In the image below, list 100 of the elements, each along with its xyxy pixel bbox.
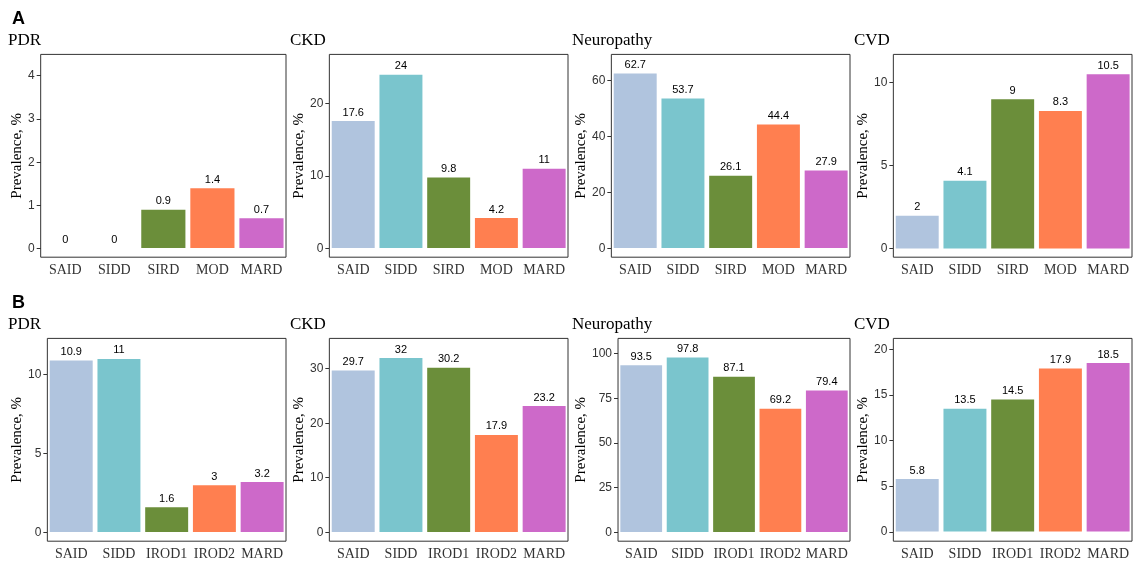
bar: [190, 188, 235, 249]
bar: [474, 218, 518, 249]
y-tick-label: 2: [27, 154, 35, 169]
bar: [97, 358, 141, 533]
data-label: 4.2: [488, 202, 505, 215]
y-tick-label: 100: [591, 345, 613, 360]
bar: [192, 485, 236, 533]
x-tick-label: MOD: [196, 262, 229, 278]
data-label: 93.5: [630, 349, 652, 362]
bar: [145, 507, 189, 533]
y-tick-label: 0: [27, 240, 35, 255]
y-tick-label: 75: [598, 390, 613, 405]
chart-title: CVD: [854, 313, 890, 333]
x-tick-label: MARD: [1087, 546, 1130, 562]
x-tick-label: SAID: [336, 262, 370, 278]
bar: [943, 408, 987, 532]
data-label: 1.4: [204, 172, 221, 185]
data-label: 97.8: [676, 342, 699, 355]
data-label: 9.8: [441, 162, 457, 175]
bar: [1086, 74, 1130, 249]
x-tick-label: MARD: [523, 262, 566, 278]
bar: [620, 365, 663, 532]
bar: [427, 367, 471, 532]
bar: [427, 177, 471, 249]
y-tick-label: 0: [880, 524, 888, 539]
data-label: 11: [538, 153, 550, 166]
x-tick-label: SIDD: [384, 546, 418, 562]
x-tick-label: MARD: [805, 546, 848, 562]
y-tick-label: 0: [34, 524, 42, 539]
x-tick-label: SAID: [48, 262, 82, 278]
x-tick-label: MARD: [241, 546, 284, 562]
y-axis-title: Prevalence, %: [571, 112, 588, 199]
x-tick-label: IROD2: [1039, 546, 1082, 562]
data-label: 11: [113, 343, 125, 356]
x-tick-label: IROD1: [146, 546, 188, 562]
data-label: 17.6: [342, 105, 364, 118]
bar: [474, 434, 518, 532]
data-label: 79.4: [816, 374, 838, 387]
chart-title: Neuropathy: [572, 29, 653, 49]
x-tick-label: MOD: [762, 262, 795, 278]
data-label: 0.7: [253, 202, 270, 215]
x-tick-label: SIDD: [102, 546, 136, 562]
y-tick-label: 20: [309, 95, 324, 110]
data-label: 17.9: [1049, 353, 1072, 366]
data-label: 24: [394, 59, 408, 72]
chart-title: Neuropathy: [572, 313, 653, 333]
bar: [713, 376, 755, 532]
y-axis-title: Prevalence, %: [571, 396, 588, 483]
x-tick-label: SAID: [900, 546, 934, 562]
y-tick-label: 50: [598, 435, 613, 450]
y-tick-label: 3: [27, 111, 35, 126]
y-tick-label: 60: [591, 73, 606, 88]
x-tick-label: MARD: [240, 262, 283, 278]
bar: [943, 180, 987, 249]
y-axis-title: Prevalence, %: [853, 112, 870, 199]
y-tick-label: 0: [605, 524, 613, 539]
bar: [991, 399, 1035, 532]
data-label: 23.2: [533, 390, 555, 403]
data-label: 0: [62, 233, 69, 246]
chart-title: PDR: [8, 29, 42, 49]
bar: [240, 482, 284, 533]
bar: [331, 121, 375, 249]
bar: [1038, 368, 1082, 532]
y-axis-title: Prevalence, %: [289, 396, 306, 483]
bar: [1086, 363, 1130, 532]
x-tick-label: SIRD: [996, 262, 1029, 278]
bar: [522, 406, 566, 532]
x-tick-label: SAID: [624, 546, 658, 562]
y-tick-label: 10: [873, 74, 888, 89]
x-tick-label: MARD: [805, 262, 848, 278]
bar: [991, 99, 1035, 249]
data-label: 62.7: [624, 57, 646, 70]
y-axis-title: Prevalence, %: [853, 396, 870, 483]
data-label: 27.9: [815, 155, 837, 168]
x-tick-label: IROD2: [759, 546, 802, 562]
bar: [895, 215, 939, 249]
data-label: 10.5: [1097, 58, 1119, 71]
x-tick-label: SAID: [618, 262, 652, 278]
y-tick-label: 15: [873, 387, 888, 402]
data-label: 10.9: [60, 345, 82, 358]
x-tick-label: MOD: [480, 262, 513, 278]
data-label: 0: [111, 233, 118, 246]
bar: [379, 74, 423, 249]
y-tick-label: 40: [591, 129, 606, 144]
y-tick-label: 0: [880, 241, 888, 256]
y-tick-label: 5: [880, 478, 888, 493]
bar: [49, 360, 93, 533]
y-axis-title: Prevalence, %: [7, 112, 24, 199]
data-label: 53.7: [672, 83, 694, 96]
x-tick-label: SIDD: [948, 546, 982, 562]
x-tick-label: IROD1: [992, 546, 1034, 562]
y-tick-label: 10: [309, 168, 324, 183]
y-tick-label: 4: [27, 68, 35, 83]
data-label: 3: [211, 469, 218, 482]
bar: [379, 358, 423, 532]
y-tick-label: 20: [873, 341, 888, 356]
x-tick-label: SIDD: [384, 262, 418, 278]
bar: [756, 124, 800, 249]
x-tick-label: MOD: [1044, 262, 1077, 278]
text: B: [12, 292, 25, 312]
